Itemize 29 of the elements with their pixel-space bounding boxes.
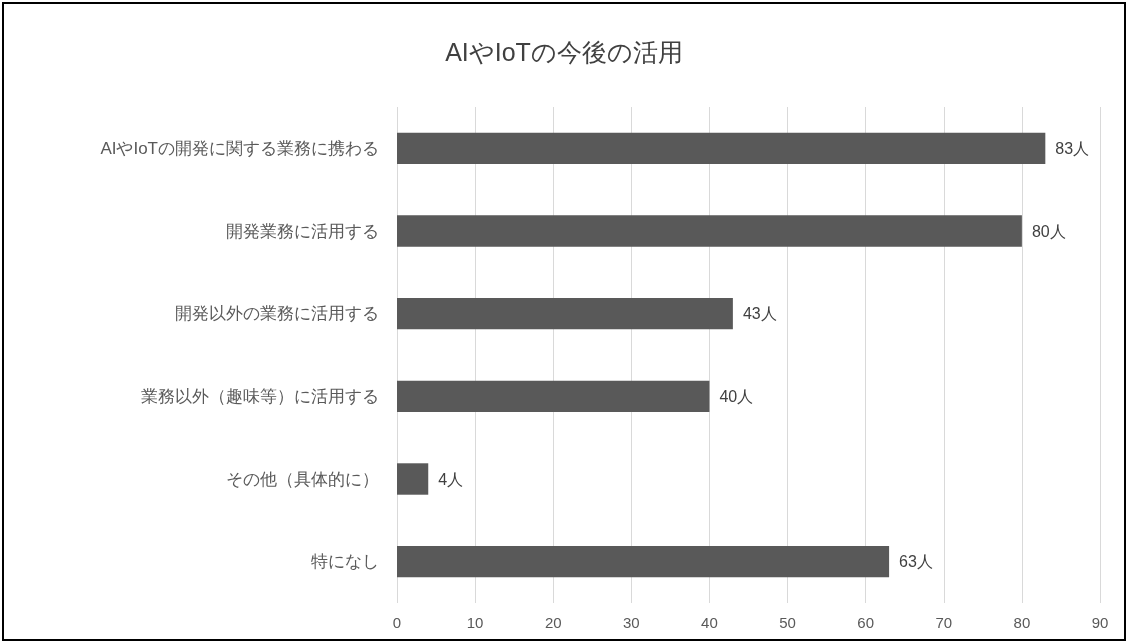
bar — [397, 545, 890, 578]
data-label: 83人 — [1055, 139, 1090, 157]
y-tick-label: 業務以外（趣味等）に活用する — [141, 386, 379, 406]
bar — [397, 132, 1046, 165]
x-tick-label: 20 — [544, 614, 562, 631]
y-tick-label: その他（具体的に） — [226, 469, 379, 489]
bar — [397, 297, 733, 330]
x-tick-label: 50 — [779, 614, 796, 631]
bar — [397, 380, 710, 413]
y-tick-label: 開発業務に活用する — [226, 221, 379, 241]
x-tick-label: 10 — [466, 614, 484, 631]
data-label: 40人 — [719, 387, 754, 405]
x-tick-label: 30 — [622, 614, 640, 631]
y-tick-label: AIやIoTの開発に関する業務に携わる — [100, 138, 379, 158]
x-tick-label: 70 — [935, 614, 953, 631]
y-tick-label: 開発以外の業務に活用する — [175, 304, 379, 324]
data-label: 80人 — [1031, 222, 1066, 240]
bar — [397, 463, 429, 495]
data-label: 43人 — [742, 305, 777, 323]
x-tick-label: 90 — [1091, 614, 1109, 631]
x-tick-label: 60 — [857, 614, 875, 631]
x-tick-label: 0 — [392, 614, 402, 631]
bar — [397, 215, 1022, 247]
y-tick-label: 特になし — [311, 552, 379, 572]
chart-title: AIやIoTの今後の活用 — [445, 37, 683, 66]
x-tick-label: 80 — [1013, 614, 1031, 631]
data-label: 4人 — [438, 470, 464, 488]
data-label: 63人 — [899, 553, 933, 571]
x-tick-label: 40 — [701, 614, 718, 631]
